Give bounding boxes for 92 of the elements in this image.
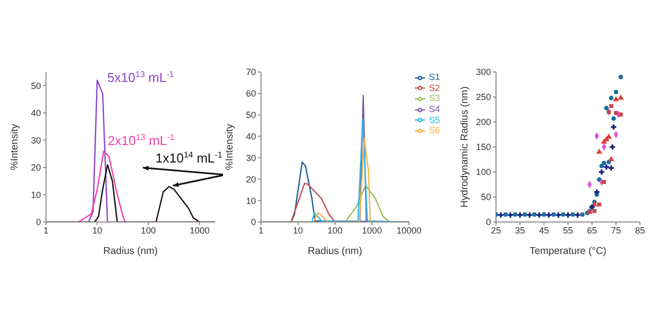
point bbox=[597, 202, 602, 206]
point bbox=[596, 148, 602, 154]
series-label: 1x10$^{14}$ mL$^{-1}$ bbox=[156, 150, 223, 166]
y-tick-label: 200 bbox=[476, 117, 491, 128]
y-tick-label: 50 bbox=[480, 192, 491, 202]
x-tick-label: 75 bbox=[610, 225, 622, 236]
x-tick-label: 1000 bbox=[362, 225, 382, 236]
x-tick-label: 45 bbox=[538, 225, 550, 236]
x-tick-label: 1 bbox=[258, 225, 264, 236]
point bbox=[503, 212, 508, 217]
legend-label: S1 bbox=[428, 72, 440, 82]
point bbox=[614, 90, 618, 94]
y-tick-label: 30 bbox=[30, 135, 41, 146]
legend-label: S2 bbox=[428, 82, 440, 93]
y-tick-label: 0 bbox=[486, 217, 491, 228]
point bbox=[602, 160, 606, 166]
y-tick-label: 250 bbox=[476, 92, 491, 102]
point bbox=[608, 96, 614, 100]
series-label: 2x10$^{13}$ mL$^{-1}$ bbox=[108, 132, 175, 148]
x-tick-label: 100 bbox=[327, 225, 343, 236]
point bbox=[508, 212, 514, 218]
x-tick-label: 25 bbox=[490, 225, 502, 236]
y-tick-label: 40 bbox=[30, 108, 41, 118]
x-axis-title: Radius (nm) bbox=[103, 246, 158, 257]
x-tick-label: 55 bbox=[562, 225, 574, 236]
y-tick-label: 50 bbox=[30, 80, 41, 91]
point bbox=[618, 74, 624, 80]
y-tick-label: 20 bbox=[30, 162, 41, 173]
point bbox=[618, 94, 624, 100]
legend-label: S6 bbox=[428, 125, 440, 136]
legend-label: S4 bbox=[428, 104, 440, 114]
point bbox=[560, 212, 566, 217]
point bbox=[614, 111, 618, 115]
point bbox=[512, 212, 518, 217]
point bbox=[594, 189, 600, 195]
point bbox=[612, 96, 620, 102]
y-tick-label: 20 bbox=[246, 174, 256, 184]
x-axis-title: Temperature (°C) bbox=[530, 246, 606, 257]
point bbox=[556, 212, 562, 218]
y-axis-title: Hydrodynamic Radius (nm) bbox=[460, 86, 471, 208]
y-tick-label: 60 bbox=[246, 88, 256, 99]
point bbox=[602, 180, 606, 184]
point bbox=[611, 116, 616, 121]
point bbox=[580, 212, 585, 217]
point bbox=[574, 212, 580, 218]
x-tick-label: 1 bbox=[43, 225, 49, 236]
y-tick-label: 10 bbox=[30, 190, 41, 200]
point bbox=[618, 112, 623, 116]
point bbox=[598, 169, 604, 175]
point bbox=[517, 212, 523, 218]
y-tick-label: 70 bbox=[246, 67, 256, 78]
point bbox=[542, 212, 546, 217]
point bbox=[536, 212, 542, 218]
point bbox=[498, 212, 504, 218]
y-tick-label: 10 bbox=[246, 196, 256, 206]
y-axis-title: %Intensity bbox=[10, 124, 21, 170]
point bbox=[610, 144, 616, 150]
x-axis-title: Radius (nm) bbox=[308, 246, 362, 257]
point bbox=[546, 212, 552, 218]
y-tick-label: 100 bbox=[476, 167, 491, 178]
point bbox=[604, 106, 609, 110]
x-tick-label: 1000 bbox=[190, 225, 210, 236]
y-tick-label: 300 bbox=[476, 67, 491, 78]
point bbox=[532, 212, 537, 217]
y-tick-label: 150 bbox=[476, 142, 491, 152]
x-tick-label: 10 bbox=[92, 225, 102, 236]
point bbox=[570, 212, 576, 217]
x-tick-label: 85 bbox=[634, 225, 646, 236]
legend-label: S3 bbox=[428, 93, 440, 104]
y-tick-label: 30 bbox=[246, 152, 256, 163]
x-tick-label: 35 bbox=[514, 225, 526, 236]
x-tick-label: 100 bbox=[140, 225, 156, 236]
point bbox=[610, 124, 616, 130]
y-tick-label: 40 bbox=[246, 131, 256, 142]
series-label: 5x10$^{13}$ mL$^{-1}$ bbox=[107, 69, 174, 86]
point bbox=[604, 164, 610, 170]
y-axis-title: %Intensity bbox=[224, 124, 236, 170]
x-tick-label: 10 bbox=[292, 225, 304, 236]
point bbox=[592, 209, 596, 213]
point bbox=[526, 212, 532, 218]
x-tick-label: 10000 bbox=[396, 225, 422, 236]
y-tick-label: 0 bbox=[36, 217, 41, 228]
y-tick-label: 0 bbox=[250, 217, 256, 228]
point bbox=[522, 212, 528, 217]
point bbox=[609, 104, 614, 108]
legend-label: S5 bbox=[428, 114, 440, 124]
point bbox=[608, 156, 614, 162]
y-tick-label: 50 bbox=[246, 110, 256, 120]
point bbox=[565, 212, 571, 218]
x-tick-label: 65 bbox=[586, 225, 598, 236]
point bbox=[608, 165, 614, 171]
point bbox=[551, 212, 556, 217]
